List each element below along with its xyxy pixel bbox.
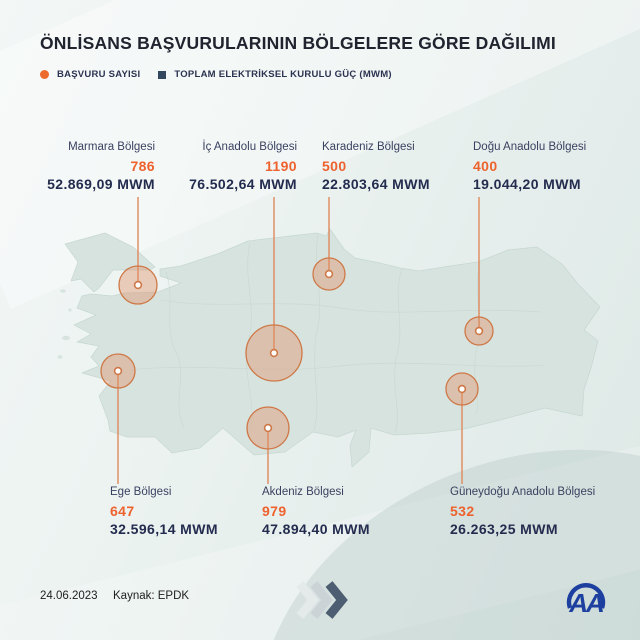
region-applications-value: 532: [450, 502, 475, 519]
region-label-ege: Ege Bölgesi 647 32.596,14 MWM: [110, 486, 218, 537]
region-name: Ege Bölgesi: [110, 486, 172, 498]
capacity-square-icon: [158, 70, 167, 79]
triple-chevron-icon: [296, 581, 348, 619]
region-label-ic-anadolu: İç Anadolu Bölgesi 1190 76.502,64 MWM: [189, 141, 297, 192]
region-applications-value: 400: [473, 157, 498, 174]
region-applications-value: 1190: [265, 157, 297, 174]
region-capacity-value: 52.869,09 MWM: [47, 175, 155, 192]
legend-item-applications: BAŞVURU SAYISI: [40, 69, 140, 80]
connector-lines: [117, 197, 480, 484]
region-capacity-value: 26.263,25 MWM: [450, 520, 558, 537]
legend-item-capacity: TOPLAM ELEKTRİKSEL KURULU GÜÇ (MWM): [150, 69, 392, 80]
region-label-dogu-anadolu: Doğu Anadolu Bölgesi 400 19.044,20 MWM: [473, 141, 587, 192]
region-name: İç Anadolu Bölgesi: [202, 141, 297, 153]
page-title: ÖNLİSANS BAŞVURULARININ BÖLGELERE GÖRE D…: [40, 33, 556, 53]
island-shape: [60, 289, 66, 293]
legend-capacity-label: TOPLAM ELEKTRİKSEL KURULU GÜÇ (MWM): [174, 69, 392, 80]
island-shape: [68, 308, 72, 312]
region-applications-value: 647: [110, 502, 135, 519]
source-label: Kaynak: EPDK: [113, 590, 190, 602]
map-landmass: [57, 228, 601, 468]
region-capacity-value: 47.894,40 MWM: [262, 520, 370, 537]
logo-text: AA: [568, 588, 603, 618]
region-name: Akdeniz Bölgesi: [262, 486, 344, 498]
region-name: Karadeniz Bölgesi: [322, 141, 415, 153]
region-capacity-value: 19.044,20 MWM: [473, 175, 581, 192]
region-capacity-value: 22.803,64 MWM: [322, 175, 430, 192]
date-label: 24.06.2023: [40, 590, 98, 602]
region-label-karadeniz: Karadeniz Bölgesi 500 22.803,64 MWM: [322, 141, 430, 192]
bubble-center-dots: [113, 269, 484, 433]
region-label-akdeniz: Akdeniz Bölgesi 979 47.894,40 MWM: [262, 486, 370, 537]
region-applications-value: 786: [130, 157, 155, 174]
anatolia-shape: [73, 228, 601, 468]
region-name: Marmara Bölgesi: [68, 141, 155, 153]
applications-dot-icon: [40, 70, 49, 79]
aa-agency-logo: AA: [566, 583, 606, 618]
island-shape: [57, 355, 63, 359]
thrace-shape: [64, 232, 156, 293]
region-capacity-value: 76.502,64 MWM: [189, 175, 297, 192]
region-label-guneydogu-anadolu: Güneydoğu Anadolu Bölgesi 532 26.263,25 …: [450, 486, 596, 537]
region-name: Güneydoğu Anadolu Bölgesi: [450, 486, 596, 498]
region-applications-value: 500: [322, 157, 347, 174]
region-applications-value: 979: [262, 502, 287, 519]
region-label-marmara: Marmara Bölgesi 786 52.869,09 MWM: [47, 141, 155, 192]
legend-applications-label: BAŞVURU SAYISI: [57, 69, 141, 80]
island-shape: [62, 335, 70, 341]
region-name: Doğu Anadolu Bölgesi: [473, 141, 587, 153]
legend: BAŞVURU SAYISI TOPLAM ELEKTRİKSEL KURULU…: [40, 69, 392, 80]
region-capacity-value: 32.596,14 MWM: [110, 520, 218, 537]
